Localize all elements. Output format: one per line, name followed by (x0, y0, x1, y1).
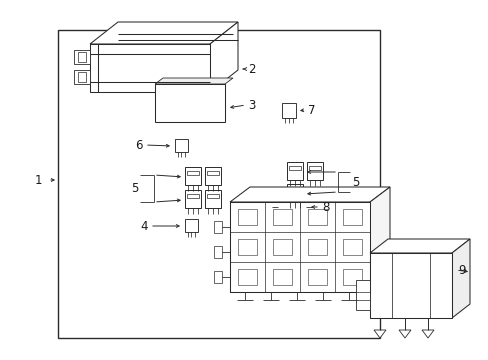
Bar (206, 171, 219, 175)
Bar (90, 44, 209, 92)
Bar (74, 70, 90, 84)
Text: 3: 3 (247, 99, 255, 112)
Bar (186, 194, 199, 198)
Bar (214, 221, 222, 233)
Bar (214, 271, 222, 283)
Bar (204, 167, 221, 185)
Bar (342, 239, 362, 255)
Bar (288, 166, 301, 170)
Bar (272, 269, 291, 285)
Bar (186, 171, 199, 175)
Bar (369, 253, 451, 318)
Polygon shape (451, 239, 469, 318)
Text: 7: 7 (307, 104, 315, 117)
Bar (288, 188, 301, 192)
Bar (237, 269, 257, 285)
Bar (229, 202, 369, 292)
Text: 1: 1 (34, 174, 41, 186)
Bar (308, 166, 320, 170)
Bar (286, 162, 303, 180)
Bar (282, 103, 295, 118)
Text: 5: 5 (351, 176, 359, 189)
Text: 2: 2 (247, 63, 255, 76)
Bar (184, 190, 201, 208)
Bar (78, 52, 86, 62)
Text: 8: 8 (321, 201, 329, 213)
Bar (355, 280, 369, 310)
Polygon shape (209, 22, 238, 92)
Bar (272, 209, 291, 225)
Bar (58, 30, 379, 338)
Bar (184, 167, 201, 185)
Bar (307, 239, 326, 255)
Polygon shape (421, 330, 433, 338)
Bar (272, 239, 291, 255)
Polygon shape (373, 330, 385, 338)
Bar (155, 84, 224, 122)
Bar (342, 209, 362, 225)
Bar (278, 201, 305, 213)
Bar (342, 269, 362, 285)
Bar (237, 239, 257, 255)
Bar (74, 50, 90, 64)
Text: 6: 6 (135, 139, 142, 152)
Bar (306, 162, 323, 180)
Bar (175, 139, 187, 152)
Polygon shape (398, 330, 410, 338)
Bar (307, 269, 326, 285)
Bar (307, 209, 326, 225)
Text: 9: 9 (457, 264, 465, 276)
Bar (78, 72, 86, 82)
Polygon shape (369, 187, 389, 292)
Bar (206, 194, 219, 198)
Bar (184, 219, 198, 232)
Polygon shape (155, 78, 232, 84)
Polygon shape (369, 239, 469, 253)
Bar (286, 184, 303, 202)
Polygon shape (90, 22, 238, 44)
Bar (237, 209, 257, 225)
Polygon shape (229, 187, 389, 202)
Text: 5: 5 (130, 181, 138, 194)
Text: 4: 4 (140, 220, 148, 233)
Bar (214, 246, 222, 258)
Bar (204, 190, 221, 208)
